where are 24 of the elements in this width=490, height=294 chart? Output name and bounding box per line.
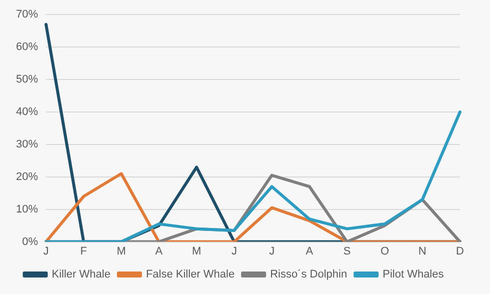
y-tick-label: 30% <box>16 138 38 150</box>
x-tick-label: A <box>306 245 314 258</box>
x-tick-label: M <box>192 245 202 258</box>
y-tick-label: 0% <box>22 236 38 248</box>
legend-label: Pilot Whales <box>382 268 444 281</box>
x-tick-label: F <box>80 245 88 258</box>
x-tick-label: J <box>269 245 275 258</box>
x-tick-label: S <box>343 245 351 258</box>
x-tick-label: O <box>380 245 390 258</box>
x-tick-label: A <box>155 245 164 258</box>
y-tick-label: 20% <box>16 170 38 183</box>
legend-label: Risso´s Dolphin <box>270 268 348 281</box>
y-tick-label: 40% <box>16 106 38 118</box>
legend-label: False Killer Whale <box>146 268 235 281</box>
x-tick-label: J <box>43 245 49 258</box>
x-tick-label: N <box>418 245 426 258</box>
y-tick-label: 10% <box>16 203 38 216</box>
x-tick-label: D <box>456 245 464 258</box>
y-tick-label: 50% <box>16 74 38 86</box>
x-tick-label: M <box>116 245 126 258</box>
legend-label: Killer Whale <box>52 268 110 281</box>
y-tick-label: 70% <box>16 8 38 21</box>
x-tick-label: J <box>231 245 237 258</box>
y-tick-label: 60% <box>16 41 38 54</box>
